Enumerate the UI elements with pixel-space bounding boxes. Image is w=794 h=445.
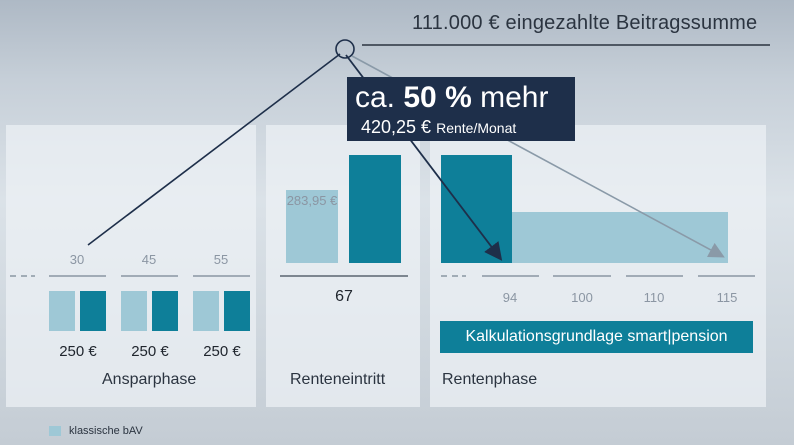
increase-callout: ca. 50 % mehr 420,25 € Rente/Monat (347, 77, 575, 141)
age-tick-label: 115 (716, 290, 738, 305)
contribution-bar-smart (152, 291, 178, 331)
callout-headline: ca. 50 % mehr (355, 81, 548, 115)
focus-circle (335, 39, 355, 59)
pension-phase-bar-classic (512, 212, 728, 263)
legend-swatch-classic (49, 426, 61, 437)
ansparphase-panel: Ansparphase (6, 125, 256, 407)
retirement-bar-smart (349, 155, 401, 263)
rentenphase-label: Rentenphase (442, 371, 538, 388)
contribution-label: 250 € (203, 343, 241, 360)
classic-retirement-value-label: 283,95 € (286, 193, 338, 208)
callout-unit: Rente/Monat (436, 120, 517, 136)
age-tick-label: 94 (502, 290, 518, 305)
callout-amount-line: 420,25 € Rente/Monat (361, 117, 516, 138)
calculation-basis-label: Kalkulationsgrundlage smart|pension (440, 321, 753, 353)
contribution-label: 250 € (59, 343, 97, 360)
callout-amount: 420,25 € (361, 117, 432, 137)
age-tick-label: 30 (69, 252, 85, 267)
retirement-bar-classic (286, 190, 338, 263)
contribution-bar-classic (121, 291, 147, 331)
age-tick-label: 45 (141, 252, 157, 267)
contribution-bar-smart (80, 291, 106, 331)
callout-suffix: mehr (480, 81, 549, 114)
legend: klassische bAV (49, 425, 143, 437)
callout-percent: 50 % (403, 81, 472, 114)
ansparphase-label: Ansparphase (102, 371, 197, 388)
contribution-bar-classic (193, 291, 219, 331)
age-tick-label: 110 (643, 290, 665, 305)
callout-prefix: ca. (355, 81, 396, 114)
age-tick-label: 55 (213, 252, 229, 267)
legend-label-classic: klassische bAV (69, 425, 143, 437)
rentenphase-panel: Rentenphase (430, 125, 766, 407)
age-tick-label: 100 (571, 290, 593, 305)
retirement-age-label: 67 (335, 288, 353, 305)
pension-phase-bar-smart (441, 155, 512, 263)
contribution-bar-classic (49, 291, 75, 331)
renteneintritt-label: Renteneintritt (290, 371, 386, 388)
contribution-bar-smart (224, 291, 250, 331)
contribution-label: 250 € (131, 343, 169, 360)
connector-to-ansparphase (87, 53, 341, 246)
contribution-sum-title: 111.000 € eingezahlte Beitragssumme (412, 12, 758, 34)
